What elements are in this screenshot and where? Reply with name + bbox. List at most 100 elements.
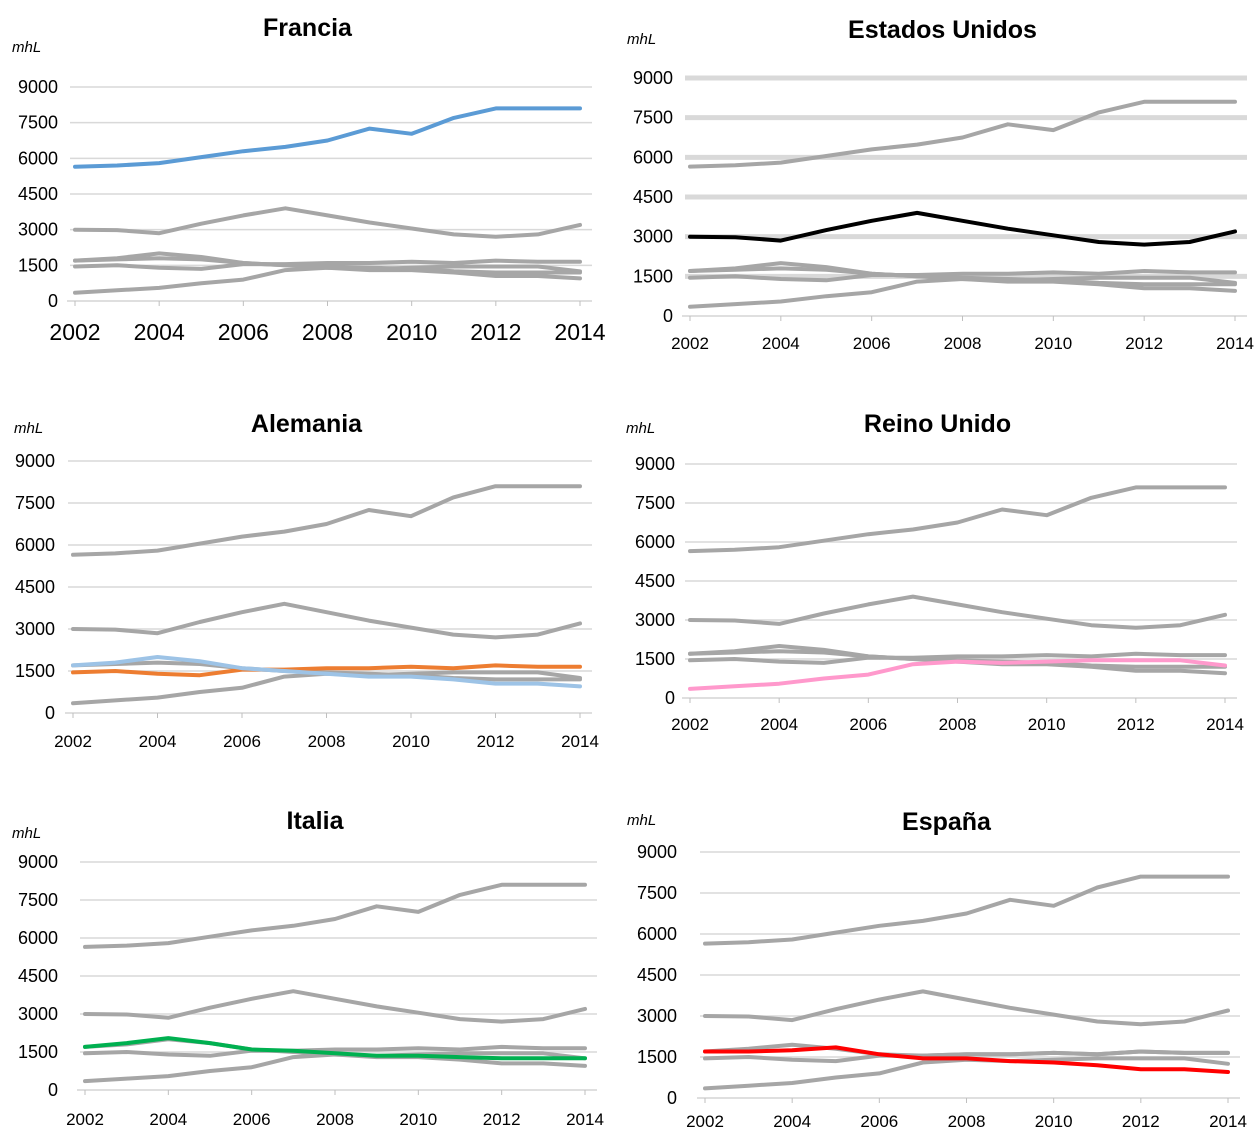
y-tick-label: 3000 bbox=[635, 610, 675, 630]
series-line-3 bbox=[71, 655, 582, 689]
y-axis-unit-label: mhL bbox=[12, 825, 41, 842]
y-tick-label: 4500 bbox=[18, 966, 58, 986]
x-tick-label: 2002 bbox=[49, 319, 100, 345]
series-line-4 bbox=[83, 1036, 587, 1061]
y-tick-label: 0 bbox=[48, 1080, 58, 1100]
series-line-0 bbox=[688, 99, 1237, 169]
x-tick-label: 2012 bbox=[470, 319, 521, 345]
y-tick-label: 4500 bbox=[18, 184, 58, 204]
y-tick-label: 7500 bbox=[635, 493, 675, 513]
chart-panel-0: Francia mhL 0 1500 3000 4500 6000 7500 9000 2002 2… bbox=[12, 14, 606, 345]
x-tick-label: 2002 bbox=[66, 1110, 104, 1129]
y-tick-label: 7500 bbox=[633, 108, 673, 128]
y-tick-label: 3000 bbox=[637, 1006, 677, 1026]
y-axis-unit-label: mhL bbox=[626, 420, 655, 437]
series-line-2 bbox=[688, 269, 1237, 283]
y-tick-label: 7500 bbox=[15, 493, 55, 513]
x-tick-label: 2002 bbox=[671, 334, 709, 353]
x-tick-label: 2012 bbox=[1122, 1112, 1160, 1131]
series-line-5 bbox=[73, 264, 582, 295]
series-line-1 bbox=[71, 601, 582, 640]
chart-panel-4: Italia mhL 0 1500 3000 4500 6000 7500 9000 2002 20… bbox=[12, 807, 604, 1129]
series-line-3 bbox=[703, 1045, 1230, 1074]
x-tick-label: 2006 bbox=[853, 334, 891, 353]
y-tick-label: 9000 bbox=[18, 852, 58, 872]
series-line-1 bbox=[688, 210, 1237, 247]
x-tick-label: 2014 bbox=[561, 732, 599, 751]
chart-panel-1: Estados Unidos mhL 0 1500 3000 4500 6000 7500 90… bbox=[627, 16, 1254, 353]
series-line-5 bbox=[703, 1056, 1230, 1091]
x-tick-label: 2010 bbox=[1034, 334, 1072, 353]
series-line-5 bbox=[688, 275, 1237, 309]
x-tick-label: 2006 bbox=[860, 1112, 898, 1131]
x-tick-label: 2008 bbox=[944, 334, 982, 353]
series-line-2 bbox=[83, 1044, 587, 1058]
series-line-5 bbox=[688, 658, 1227, 691]
y-tick-label: 4500 bbox=[633, 187, 673, 207]
x-tick-label: 2002 bbox=[671, 715, 709, 734]
x-tick-label: 2008 bbox=[302, 319, 353, 345]
x-tick-label: 2010 bbox=[399, 1110, 437, 1129]
series-line-2 bbox=[73, 258, 582, 271]
x-tick-label: 2010 bbox=[1035, 1112, 1073, 1131]
y-axis-unit-label: mhL bbox=[12, 39, 41, 56]
y-tick-label: 0 bbox=[665, 688, 675, 708]
y-tick-label: 6000 bbox=[637, 924, 677, 944]
series-line-1 bbox=[703, 989, 1230, 1027]
y-tick-label: 0 bbox=[663, 306, 673, 326]
chart-title: Francia bbox=[263, 14, 353, 42]
x-tick-label: 2004 bbox=[149, 1110, 187, 1129]
x-tick-label: 2002 bbox=[54, 732, 92, 751]
y-tick-label: 1500 bbox=[633, 266, 673, 286]
y-tick-label: 1500 bbox=[635, 649, 675, 669]
y-tick-label: 4500 bbox=[635, 571, 675, 591]
x-tick-label: 2004 bbox=[762, 334, 800, 353]
y-tick-label: 1500 bbox=[18, 255, 58, 275]
y-tick-label: 7500 bbox=[18, 890, 58, 910]
x-tick-label: 2006 bbox=[233, 1110, 271, 1129]
y-tick-label: 0 bbox=[667, 1088, 677, 1108]
series-line-0 bbox=[688, 485, 1227, 554]
x-tick-label: 2014 bbox=[1206, 715, 1244, 734]
chart-panel-3: Reino Unido mhL 0 1500 3000 4500 6000 7500 9000 2… bbox=[626, 410, 1244, 734]
y-axis-unit-label: mhL bbox=[627, 31, 656, 48]
y-tick-label: 9000 bbox=[15, 451, 55, 471]
x-tick-label: 2004 bbox=[139, 732, 177, 751]
y-axis-unit-label: mhL bbox=[627, 812, 656, 829]
chart-title: Italia bbox=[287, 807, 345, 835]
y-tick-label: 7500 bbox=[18, 113, 58, 133]
y-tick-label: 3000 bbox=[15, 619, 55, 639]
x-tick-label: 2010 bbox=[392, 732, 430, 751]
y-tick-label: 9000 bbox=[18, 77, 58, 97]
x-tick-label: 2014 bbox=[566, 1110, 604, 1129]
x-tick-label: 2012 bbox=[483, 1110, 521, 1129]
series-line-0 bbox=[71, 484, 582, 557]
x-tick-label: 2012 bbox=[477, 732, 515, 751]
y-tick-label: 4500 bbox=[15, 577, 55, 597]
y-tick-label: 6000 bbox=[15, 535, 55, 555]
chart-title: Reino Unido bbox=[864, 410, 1011, 438]
y-tick-label: 6000 bbox=[635, 532, 675, 552]
series-line-0 bbox=[83, 882, 587, 949]
x-tick-label: 2006 bbox=[849, 715, 887, 734]
x-tick-label: 2008 bbox=[308, 732, 346, 751]
series-line-0 bbox=[703, 874, 1230, 946]
series-line-0 bbox=[73, 106, 582, 169]
y-tick-label: 3000 bbox=[18, 1004, 58, 1024]
series-line-2 bbox=[71, 663, 582, 678]
x-tick-label: 2008 bbox=[316, 1110, 354, 1129]
x-tick-label: 2004 bbox=[134, 319, 185, 345]
y-tick-label: 4500 bbox=[637, 965, 677, 985]
y-tick-label: 6000 bbox=[18, 148, 58, 168]
y-tick-label: 1500 bbox=[15, 661, 55, 681]
series-line-2 bbox=[688, 651, 1227, 665]
chart-panel-5: España mhL 0 1500 3000 4500 6000 7500 9000 2002 20… bbox=[627, 808, 1247, 1131]
x-tick-label: 2012 bbox=[1125, 334, 1163, 353]
series-line-5 bbox=[71, 670, 582, 706]
series-line-1 bbox=[73, 206, 582, 239]
y-tick-label: 0 bbox=[45, 703, 55, 723]
y-tick-label: 6000 bbox=[633, 147, 673, 167]
y-tick-label: 3000 bbox=[18, 220, 58, 240]
x-tick-label: 2008 bbox=[948, 1112, 986, 1131]
